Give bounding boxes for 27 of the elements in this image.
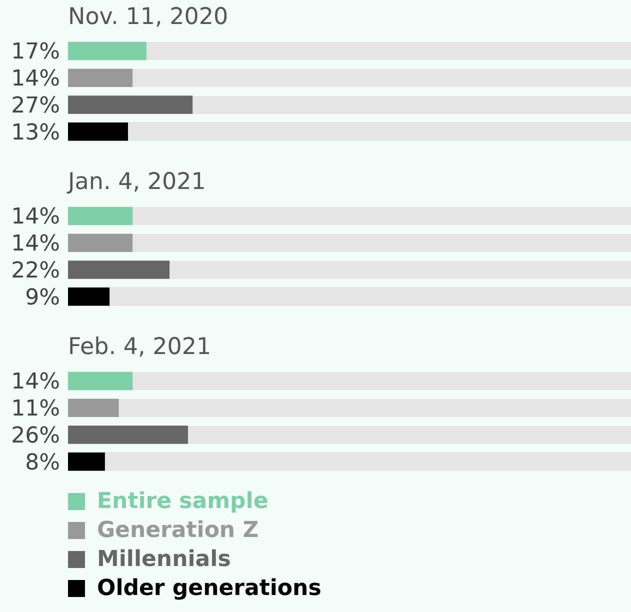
data-label: 14% <box>11 232 60 257</box>
data-label: 14% <box>11 204 60 230</box>
data-label: 8% <box>25 450 60 476</box>
category-label: Older generations <box>97 576 322 601</box>
data-label: 13% <box>11 120 60 146</box>
bar <box>68 398 119 418</box>
bar <box>68 426 188 444</box>
data-label: 11% <box>11 396 60 422</box>
data-label: 14% <box>11 66 60 92</box>
bar <box>68 68 133 88</box>
category-label: Millennials <box>97 547 231 572</box>
data-label: 17% <box>11 40 60 65</box>
data-label: 26% <box>11 423 60 448</box>
data-label: 9% <box>25 285 60 310</box>
bar <box>68 42 146 60</box>
chart-title: Feb. 4, 2021 <box>68 334 212 360</box>
bar <box>68 452 105 471</box>
category-label: Entire sample <box>97 489 268 514</box>
chart-title: Nov. 11, 2020 <box>68 4 228 30</box>
chart-title: Jan. 4, 2021 <box>66 168 206 195</box>
data-label: 27% <box>11 93 60 118</box>
data-label: 22% <box>11 258 60 284</box>
bar <box>68 122 128 141</box>
bar <box>68 372 133 390</box>
bar <box>68 96 193 114</box>
data-label: 14% <box>11 370 60 395</box>
category-label: Generation Z <box>97 518 259 543</box>
